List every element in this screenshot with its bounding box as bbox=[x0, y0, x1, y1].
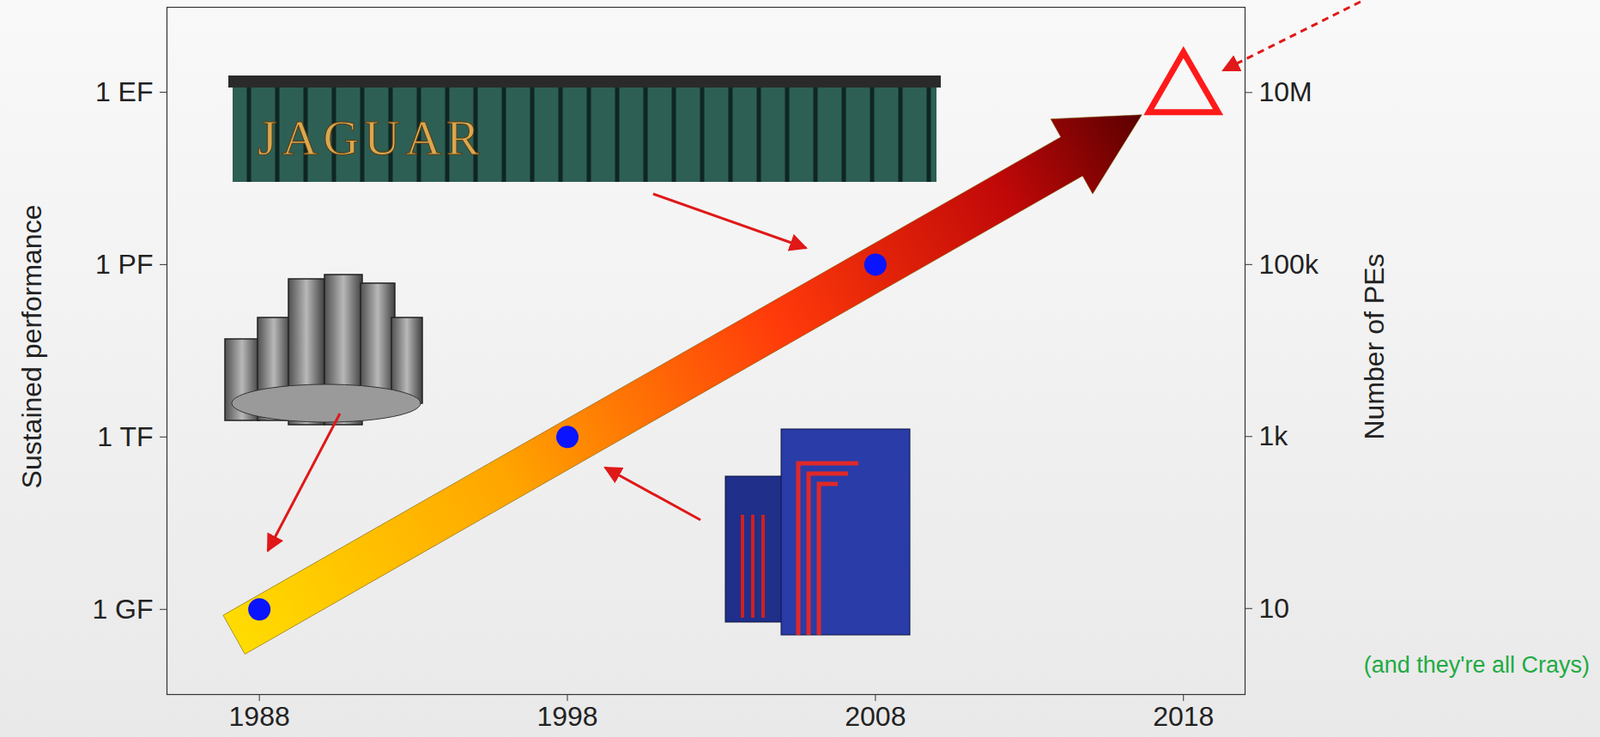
svg-text:2008: 2008 bbox=[844, 701, 906, 733]
svg-text:10M: 10M bbox=[1259, 76, 1313, 108]
svg-text:JAGUAR: JAGUAR bbox=[257, 109, 485, 166]
svg-text:Number of PEs: Number of PEs bbox=[1358, 254, 1390, 441]
svg-text:(and they're all Crays): (and they're all Crays) bbox=[1363, 652, 1590, 679]
svg-text:Sustained performance: Sustained performance bbox=[16, 205, 48, 490]
svg-text:1 TF: 1 TF bbox=[96, 421, 153, 453]
svg-text:1 PF: 1 PF bbox=[95, 248, 154, 280]
svg-text:10: 10 bbox=[1259, 593, 1291, 625]
svg-text:2018: 2018 bbox=[1152, 701, 1214, 733]
svg-text:100k: 100k bbox=[1259, 248, 1320, 280]
svg-text:1988: 1988 bbox=[229, 701, 291, 733]
svg-text:1k: 1k bbox=[1259, 420, 1290, 452]
svg-text:1998: 1998 bbox=[536, 701, 598, 733]
svg-text:1 EF: 1 EF bbox=[95, 76, 154, 108]
svg-text:1 GF: 1 GF bbox=[91, 593, 153, 625]
